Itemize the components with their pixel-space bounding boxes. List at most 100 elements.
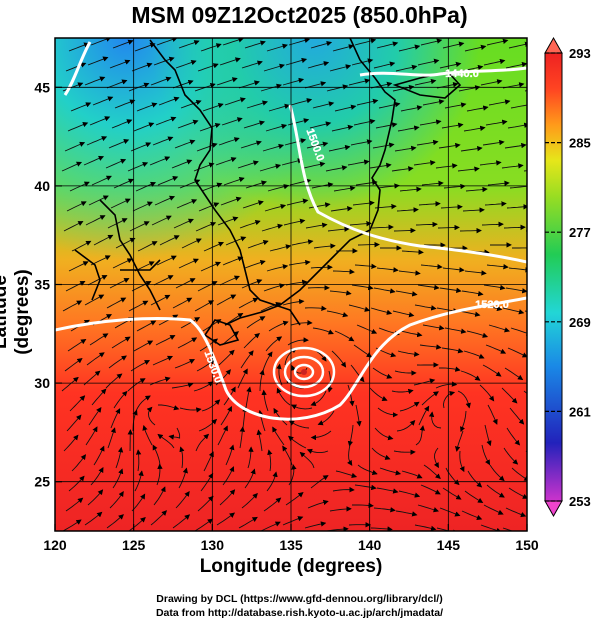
streamline — [413, 378, 436, 386]
colorbar-tick-label: 253 — [569, 494, 591, 509]
streamline — [529, 431, 545, 444]
streamline — [115, 237, 136, 249]
streamline — [112, 468, 124, 489]
streamline — [462, 207, 485, 213]
streamline — [463, 350, 485, 359]
streamline — [197, 63, 219, 72]
streamline — [240, 350, 254, 369]
streamline — [304, 521, 327, 529]
x-tick-label: 135 — [279, 537, 303, 553]
streamline — [239, 426, 245, 449]
streamline — [464, 44, 487, 52]
streamline — [325, 165, 348, 172]
streamline — [378, 101, 401, 109]
streamline — [113, 390, 128, 409]
streamline — [479, 160, 502, 166]
streamline — [440, 204, 463, 210]
streamline — [67, 122, 89, 132]
streamline — [466, 105, 489, 112]
streamline — [199, 122, 221, 132]
streamline — [508, 41, 527, 49]
streamline — [109, 491, 124, 509]
streamline — [88, 406, 102, 426]
streamline — [480, 79, 503, 86]
streamline — [329, 290, 352, 296]
streamline — [276, 363, 283, 386]
streamline — [218, 137, 240, 146]
streamline — [414, 78, 437, 86]
streamline — [356, 324, 378, 334]
streamline — [312, 327, 334, 335]
streamline — [396, 207, 419, 213]
streamline — [505, 61, 527, 69]
streamline — [401, 249, 424, 255]
streamline — [334, 330, 355, 342]
streamline — [175, 278, 196, 289]
streamline — [282, 298, 305, 306]
streamline — [65, 62, 87, 72]
streamline — [150, 76, 172, 86]
y-tick-label: 30 — [34, 375, 50, 391]
streamline — [244, 259, 266, 269]
streamline — [417, 284, 440, 291]
streamline — [435, 163, 458, 169]
streamline — [267, 184, 290, 192]
streamline — [484, 201, 507, 207]
streamline — [282, 516, 304, 526]
streamline — [288, 259, 311, 266]
streamline — [193, 162, 215, 172]
streamline — [217, 216, 239, 226]
streamline — [66, 414, 82, 432]
streamline — [105, 373, 123, 389]
contour-lines — [55, 41, 527, 421]
streamline — [256, 429, 263, 452]
streamline — [525, 450, 527, 453]
streamline — [106, 297, 127, 309]
streamline — [135, 395, 151, 412]
streamline — [265, 123, 288, 132]
streamline — [442, 267, 465, 273]
streamline — [393, 449, 416, 455]
streamline — [84, 511, 103, 526]
streamline — [398, 490, 421, 498]
streamline — [483, 284, 506, 291]
streamline — [391, 388, 414, 395]
streamline — [87, 56, 109, 66]
streamline — [152, 136, 174, 146]
streamline — [247, 240, 269, 249]
streamline — [488, 99, 511, 106]
streamline — [465, 186, 488, 193]
streamline — [454, 430, 464, 452]
y-axis-label: Latitude (degrees) — [0, 269, 33, 355]
streamline — [175, 490, 190, 509]
streamline — [525, 230, 527, 232]
streamline — [131, 62, 153, 72]
streamline — [483, 504, 504, 515]
streamline — [422, 99, 445, 106]
streamline — [264, 203, 287, 212]
streamline — [136, 102, 158, 112]
streamline — [433, 447, 439, 469]
streamline — [397, 350, 420, 357]
streamline — [420, 264, 443, 270]
streamline — [463, 125, 486, 132]
streamline — [312, 101, 335, 109]
streamline — [508, 487, 527, 499]
streamline — [401, 470, 423, 479]
streamline — [91, 388, 107, 406]
streamline — [157, 176, 179, 186]
y-tick-label: 40 — [34, 178, 50, 194]
streamline — [467, 470, 483, 488]
streamline — [247, 446, 254, 469]
streamline — [400, 330, 423, 338]
streamline — [439, 366, 461, 372]
streamline — [310, 390, 327, 406]
streamline — [62, 519, 82, 531]
streamline — [225, 444, 235, 466]
streamline — [428, 411, 442, 429]
streamline — [509, 183, 527, 189]
streamline — [220, 405, 232, 426]
streamline — [329, 64, 352, 72]
streamline — [309, 121, 332, 129]
streamline — [369, 387, 388, 401]
